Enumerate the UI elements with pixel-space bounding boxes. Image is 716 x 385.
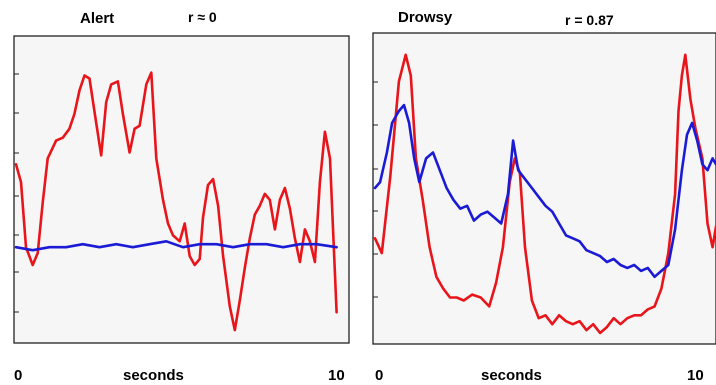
alert-title: Alert — [80, 10, 114, 27]
drowsy-x-tick-min: 0 — [375, 367, 383, 384]
drowsy-x-tick-max: 10 — [687, 367, 704, 384]
drowsy-plot-area — [372, 32, 716, 345]
alert-blue-line — [14, 240, 338, 252]
alert-x-tick-max: 10 — [328, 367, 345, 384]
alert-x-tick-min: 0 — [14, 367, 22, 384]
drowsy-series-group — [373, 53, 716, 335]
alert-panel: Alert r ≈ 0 0 seconds 10 — [13, 9, 350, 384]
alert-x-label: seconds — [123, 367, 184, 384]
drowsy-title: Drowsy — [398, 9, 453, 26]
drowsy-blue-line — [373, 103, 716, 279]
drowsy-panel: Drowsy r = 0.87 0 seconds 10 — [372, 9, 716, 384]
drowsy-y-ticks — [373, 81, 378, 298]
drowsy-x-label: seconds — [481, 367, 542, 384]
alert-plot-area — [13, 35, 350, 344]
alert-red-line — [14, 71, 338, 332]
alert-r-annotation: r ≈ 0 — [188, 9, 217, 25]
drowsy-red-line — [373, 53, 716, 335]
alert-y-ticks — [14, 73, 19, 313]
drowsy-r-annotation: r = 0.87 — [565, 12, 614, 28]
alert-series-group — [14, 71, 338, 332]
